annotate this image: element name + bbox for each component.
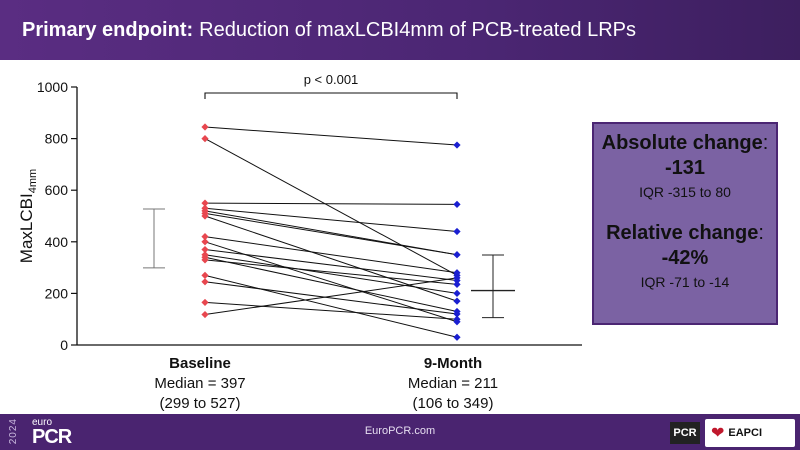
relative-change-label: Relative change <box>606 222 759 244</box>
month9-point <box>453 289 461 297</box>
month9-name: 9-Month <box>423 355 483 372</box>
month9-group-label: 9-Month Median = 211 (106 to 349) <box>393 354 513 414</box>
absolute-change-heading: Absolute change: <box>601 132 769 154</box>
y-tick-label: 200 <box>45 285 69 301</box>
y-tick-label: 600 <box>45 182 69 198</box>
absolute-change-label: Absolute change <box>601 132 763 154</box>
baseline-point <box>201 256 209 264</box>
pair-line <box>204 215 458 302</box>
month9-point <box>453 280 461 288</box>
month9-point <box>453 200 461 208</box>
pair-line <box>204 249 458 281</box>
europcr-logo[interactable]: PCR <box>32 426 72 448</box>
pair-line <box>204 202 458 205</box>
pair-line <box>204 277 458 316</box>
baseline-point <box>201 123 209 131</box>
title-bar: Primary endpoint: Reduction of maxLCBI4m… <box>0 0 800 60</box>
title-text: Reduction of maxLCBI4mm of PCB-treated L… <box>199 18 636 41</box>
y-tick-label: 1000 <box>37 79 68 95</box>
month9-iqr: (106 to 349) <box>412 395 494 412</box>
pcr-logo: PCR <box>670 422 700 444</box>
baseline-point <box>201 199 209 207</box>
baseline-point <box>201 212 209 220</box>
pair-line <box>204 281 458 315</box>
baseline-point <box>201 278 209 286</box>
month9-point <box>453 269 461 277</box>
eapci-logo-text: EAPCI <box>728 427 763 439</box>
pair-line <box>204 301 458 320</box>
title-bold: Primary endpoint: <box>22 18 194 41</box>
absolute-change-value: -131 <box>664 157 706 179</box>
y-tick-label: 800 <box>45 131 69 147</box>
pair-line <box>204 274 458 338</box>
baseline-point <box>201 238 209 246</box>
month9-median: Median = 211 <box>407 375 499 392</box>
footer-brand-small: euro <box>32 417 53 428</box>
absolute-change-iqr: IQR -315 to 80 <box>639 184 731 200</box>
footer-url-link[interactable]: EuroPCR.com <box>364 425 436 437</box>
baseline-group-label: Baseline Median = 397 (299 to 527) <box>140 354 260 414</box>
baseline-iqr: (299 to 527) <box>159 395 241 412</box>
pair-line <box>204 212 458 256</box>
month9-point <box>453 251 461 259</box>
y-axis-label: MaxLCBI4mm <box>17 169 39 263</box>
baseline-point <box>201 271 209 279</box>
baseline-name: Baseline <box>169 355 231 372</box>
heart-icon: ❤ <box>711 425 725 442</box>
pair-line <box>204 138 458 276</box>
baseline-point <box>201 310 209 319</box>
footer-bar: 2024 euro PCR EuroPCR.com PCR ❤ EAPCI <box>0 414 800 450</box>
pair-line <box>204 207 458 232</box>
pair-line <box>204 256 458 312</box>
baseline-point <box>201 245 209 254</box>
month9-point <box>453 333 461 341</box>
change-summary-box: Absolute change: -131 IQR -315 to 80 Rel… <box>592 122 778 325</box>
month9-point <box>453 315 461 323</box>
pair-line <box>204 254 458 294</box>
month9-point <box>453 141 461 149</box>
month9-point <box>453 227 461 236</box>
y-tick-label: 400 <box>45 234 69 250</box>
baseline-point <box>201 298 209 307</box>
pair-line <box>204 259 458 285</box>
eapci-logo: ❤ EAPCI <box>705 419 795 447</box>
y-tick-label: 0 <box>60 337 68 353</box>
baseline-point <box>201 135 209 143</box>
p-value-annotation: p < 0.001 <box>304 72 359 87</box>
pair-line <box>204 126 458 146</box>
month9-point <box>453 297 461 305</box>
relative-change-value: -42% <box>661 247 709 269</box>
baseline-point <box>201 233 209 241</box>
p-value-bracket <box>204 92 458 99</box>
relative-change-heading: Relative change: <box>606 222 764 244</box>
relative-change-iqr: IQR -71 to -14 <box>640 274 730 290</box>
pair-line <box>204 236 458 274</box>
paired-dot-chart: 0 200 400 600 800 1000 MaxLCBI4mm p < 0.001 <box>17 72 582 353</box>
baseline-median: Median = 397 <box>154 375 246 392</box>
